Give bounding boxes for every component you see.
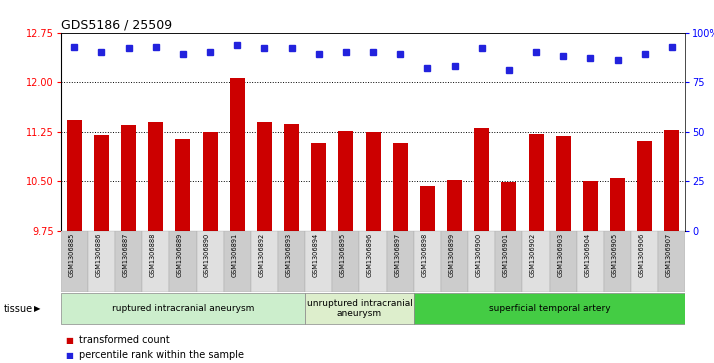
Text: ■: ■ (66, 336, 74, 345)
Text: GSM1306886: GSM1306886 (96, 233, 101, 277)
Text: GSM1306891: GSM1306891 (231, 233, 237, 277)
Text: GSM1306895: GSM1306895 (340, 233, 346, 277)
Bar (223, 231, 251, 292)
Text: GSM1306892: GSM1306892 (258, 233, 264, 277)
Text: GSM1306894: GSM1306894 (313, 233, 318, 277)
Bar (115, 231, 142, 292)
Text: GSM1306890: GSM1306890 (204, 233, 210, 277)
Bar (196, 231, 223, 292)
Text: GSM1306893: GSM1306893 (286, 233, 291, 277)
Bar (610, 178, 625, 231)
Bar (523, 231, 550, 292)
Text: GSM1306906: GSM1306906 (639, 233, 645, 277)
Bar (67, 121, 81, 231)
Text: superficial temporal artery: superficial temporal artery (489, 304, 610, 313)
Bar (278, 231, 305, 292)
Bar (528, 134, 543, 231)
Bar (387, 231, 414, 292)
Text: GSM1306902: GSM1306902 (530, 233, 536, 277)
Text: GSM1306888: GSM1306888 (150, 233, 156, 277)
Bar (88, 231, 115, 292)
Bar (393, 143, 408, 231)
Bar (61, 231, 88, 292)
Bar (414, 293, 685, 324)
Bar (203, 132, 218, 231)
Text: GSM1306897: GSM1306897 (394, 233, 401, 277)
Bar (305, 293, 414, 324)
Text: ■: ■ (66, 351, 74, 359)
Bar (142, 231, 169, 292)
Bar (359, 231, 387, 292)
Bar (149, 122, 164, 231)
Bar (658, 231, 685, 292)
Bar (604, 231, 631, 292)
Text: GSM1306899: GSM1306899 (448, 233, 455, 277)
Bar (555, 136, 570, 231)
Bar (577, 231, 604, 292)
Bar (94, 135, 109, 231)
Text: GDS5186 / 25509: GDS5186 / 25509 (61, 19, 172, 32)
Bar (311, 143, 326, 231)
Bar (496, 231, 523, 292)
Bar (665, 130, 679, 231)
Bar (332, 231, 359, 292)
Text: GSM1306887: GSM1306887 (123, 233, 129, 277)
Text: GSM1306907: GSM1306907 (666, 233, 672, 277)
Bar (447, 180, 462, 231)
Bar (121, 125, 136, 231)
Text: GSM1306905: GSM1306905 (611, 233, 618, 277)
Bar (169, 231, 196, 292)
Text: GSM1306885: GSM1306885 (69, 233, 74, 277)
Bar (338, 131, 353, 231)
Bar (583, 181, 598, 231)
Bar (230, 78, 245, 231)
Bar (420, 186, 435, 231)
Text: GSM1306896: GSM1306896 (367, 233, 373, 277)
Text: ▶: ▶ (34, 304, 41, 313)
Text: ruptured intracranial aneurysm: ruptured intracranial aneurysm (111, 304, 254, 313)
Text: tissue: tissue (4, 303, 33, 314)
Bar (637, 142, 652, 231)
Text: unruptured intracranial
aneurysm: unruptured intracranial aneurysm (306, 299, 413, 318)
Bar (61, 293, 305, 324)
Bar (251, 231, 278, 292)
Text: percentile rank within the sample: percentile rank within the sample (79, 350, 243, 360)
Bar (366, 132, 381, 231)
Text: GSM1306903: GSM1306903 (557, 233, 563, 277)
Text: GSM1306900: GSM1306900 (476, 233, 482, 277)
Bar (284, 124, 299, 231)
Bar (414, 231, 441, 292)
Bar (550, 231, 577, 292)
Bar (305, 231, 332, 292)
Text: GSM1306889: GSM1306889 (177, 233, 183, 277)
Bar (474, 128, 489, 231)
Text: transformed count: transformed count (79, 335, 169, 346)
Text: GSM1306901: GSM1306901 (503, 233, 509, 277)
Bar (468, 231, 496, 292)
Bar (501, 182, 516, 231)
Bar (176, 139, 191, 231)
Text: GSM1306904: GSM1306904 (584, 233, 590, 277)
Bar (441, 231, 468, 292)
Bar (257, 122, 272, 231)
Bar (631, 231, 658, 292)
Text: GSM1306898: GSM1306898 (421, 233, 428, 277)
